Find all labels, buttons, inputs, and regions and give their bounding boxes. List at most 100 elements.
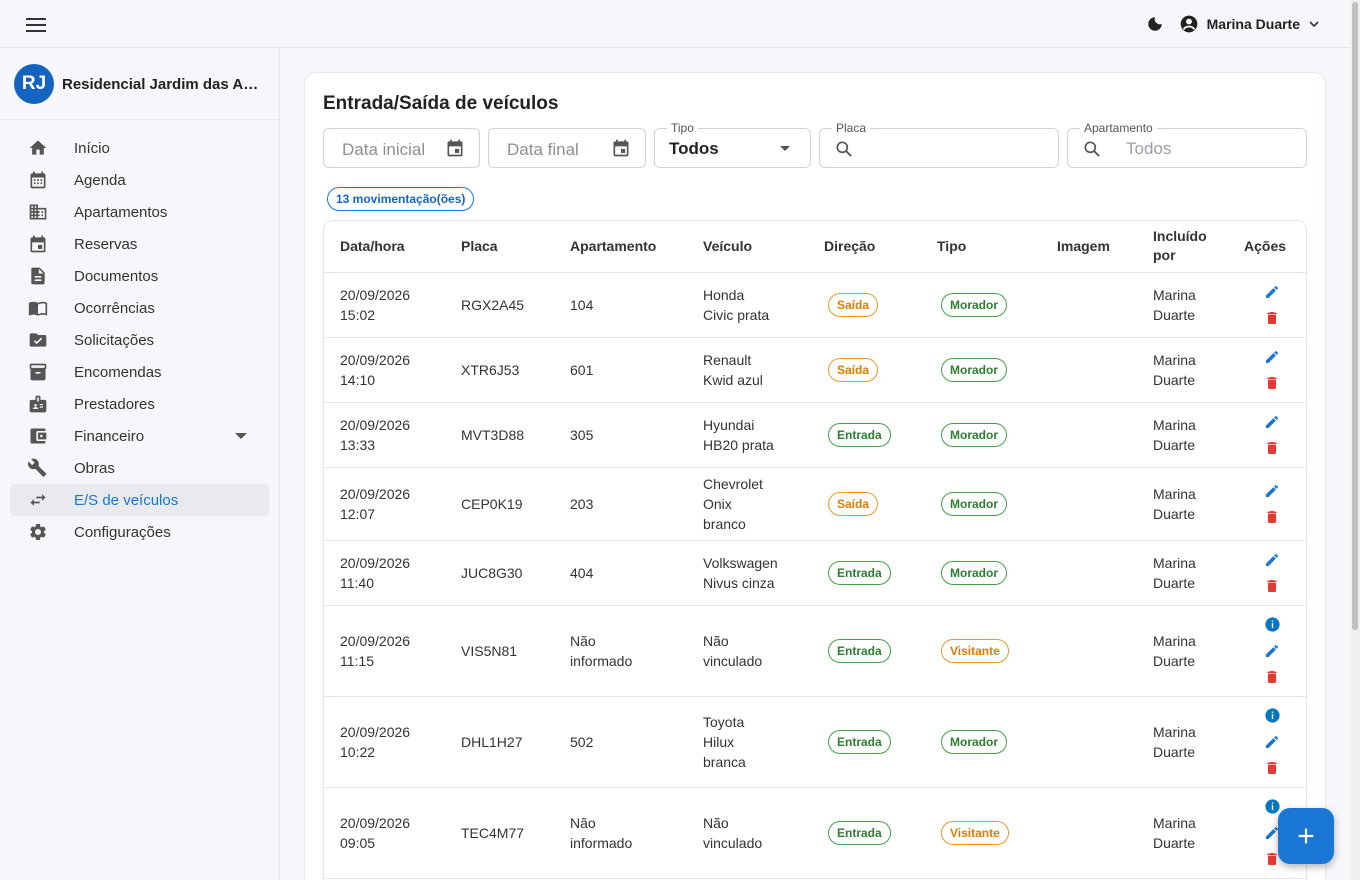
delete-icon[interactable] [1263,374,1281,392]
type-badge: Visitante [941,638,1009,663]
edit-icon[interactable] [1263,283,1281,301]
delete-icon[interactable] [1263,577,1281,595]
delete-icon[interactable] [1263,850,1281,868]
type-select[interactable]: Tipo Todos [654,121,811,168]
cell-apartment: Não informado [554,787,687,879]
delete-icon[interactable] [1263,759,1281,777]
start-date-field[interactable]: Data inicial [323,128,480,168]
sidebar-item-financeiro[interactable]: Financeiro [10,420,269,452]
org-header[interactable]: RJ Residencial Jardim das Acácias [14,64,274,104]
cell-apartment: 104 [554,272,687,338]
apartment-field[interactable]: Apartamento Todos [1067,121,1307,168]
sidebar-item-configuracoes[interactable]: Configurações [10,516,269,548]
cell-direction: Entrada [808,605,921,697]
sidebar-item-agenda[interactable]: Agenda [10,164,269,196]
delete-icon[interactable] [1263,309,1281,327]
scrollbar-thumb[interactable] [1352,2,1358,630]
header-direction[interactable]: Direção [808,221,921,273]
edit-icon[interactable] [1263,413,1281,431]
sidebar-item-obras[interactable]: Obras [10,452,269,484]
cell-plate: RGX2A45 [445,272,554,338]
sidebar-item-inicio[interactable]: Início [10,132,269,164]
sidebar-item-es-veiculos[interactable]: E/S de veículos [10,484,269,516]
cell-direction: Entrada [808,696,921,788]
calendar-icon [26,168,50,192]
table-row: 20/09/2026 14:10 XTR6J53 601 Renault Kwid azu… [324,337,1306,403]
sidebar-item-reservas[interactable]: Reservas [10,228,269,260]
apartment-placeholder: Todos [1126,139,1172,158]
add-movement-button[interactable] [1278,808,1334,864]
edit-icon[interactable] [1263,348,1281,366]
calendar-icon[interactable] [611,138,631,158]
header-vehicle[interactable]: Veículo [687,221,808,273]
date-text: 20/09/2026 [340,632,411,649]
page-scrollbar[interactable] [1350,0,1360,880]
moon-icon[interactable] [1143,12,1167,36]
end-date-field[interactable]: Data final [488,128,646,168]
info-icon[interactable] [1263,707,1281,725]
sidebar-item-label: Financeiro [74,427,145,445]
cell-image [1041,787,1137,879]
header-image[interactable]: Imagem [1041,221,1137,273]
cell-direction: Saída [808,272,921,338]
plate-search-field[interactable]: Placa [819,121,1059,168]
delete-icon[interactable] [1263,668,1281,686]
header-actions: Ações [1234,221,1306,273]
cell-vehicle: Honda Civic prata [687,272,808,338]
cell-plate: VIS5N81 [445,605,554,697]
table-row: 20/09/2026 12:07 CEP0K19 203 Chevrolet Onix br… [324,467,1306,541]
vehicle-text-line: branco [703,515,746,532]
cell-included-by: Marina Duarte [1137,337,1234,403]
header-included-by[interactable]: Incluído por [1137,221,1234,273]
edit-icon[interactable] [1263,482,1281,500]
vehicle-text-line: branca [703,753,746,770]
start-date-placeholder: Data inicial [342,140,426,159]
edit-icon[interactable] [1263,824,1281,842]
header-type[interactable]: Tipo [921,221,1041,273]
sidebar-item-ocorrencias[interactable]: Ocorrências [10,292,269,324]
sidebar-item-documentos[interactable]: Documentos [10,260,269,292]
sidebar-item-solicitacoes[interactable]: Solicitações [10,324,269,356]
included-by-text-line: Duarte [1153,505,1196,522]
edit-icon[interactable] [1263,551,1281,569]
sidebar-item-encomendas[interactable]: Encomendas [10,356,269,388]
time-text: 12:07 [340,505,376,522]
cell-included-by: Marina Duarte [1137,402,1234,468]
header-datetime[interactable]: Data/hora [324,221,445,273]
included-by-text-line: Marina [1153,416,1196,433]
cell-apartment: Não informado [554,605,687,697]
vehicle-text-line: Não [703,632,729,649]
info-icon[interactable] [1263,616,1281,634]
expand-caret-icon[interactable] [235,433,247,439]
edit-icon[interactable] [1263,733,1281,751]
cell-actions [1234,337,1306,403]
calendar-icon[interactable] [445,138,465,158]
apartment-text-line: Não [570,632,596,649]
chevron-down-icon [1309,21,1319,28]
delete-icon[interactable] [1263,439,1281,457]
included-by-text-line: Marina [1153,286,1196,303]
edit-icon[interactable] [1263,642,1281,660]
cell-direction: Saída [808,337,921,403]
cell-datetime: 20/09/2026 15:02 [324,272,445,338]
user-menu[interactable]: Marina Duarte [1179,14,1320,34]
included-by-text-line: Duarte [1153,743,1196,760]
time-text: 15:02 [340,306,376,323]
header-apartment[interactable]: Apartamento [554,221,687,273]
cell-plate: JUC8G30 [445,540,554,606]
cell-plate: XTR6J53 [445,337,554,403]
sidebar-item-apartamentos[interactable]: Apartamentos [10,196,269,228]
vehicle-text-line: vinculado [703,834,763,851]
included-by-text-line: Duarte [1153,834,1196,851]
cell-image [1041,540,1137,606]
row-actions [1262,707,1282,777]
sidebar-item-prestadores[interactable]: Prestadores [10,388,269,420]
menu-icon[interactable] [24,14,48,34]
delete-icon[interactable] [1263,508,1281,526]
date-text: 20/09/2026 [340,554,411,571]
header-plate[interactable]: Placa [445,221,554,273]
cell-image [1041,696,1137,788]
info-icon[interactable] [1263,798,1281,816]
apartment-label: Apartamento [1080,121,1157,135]
cell-type: Morador [921,272,1041,338]
